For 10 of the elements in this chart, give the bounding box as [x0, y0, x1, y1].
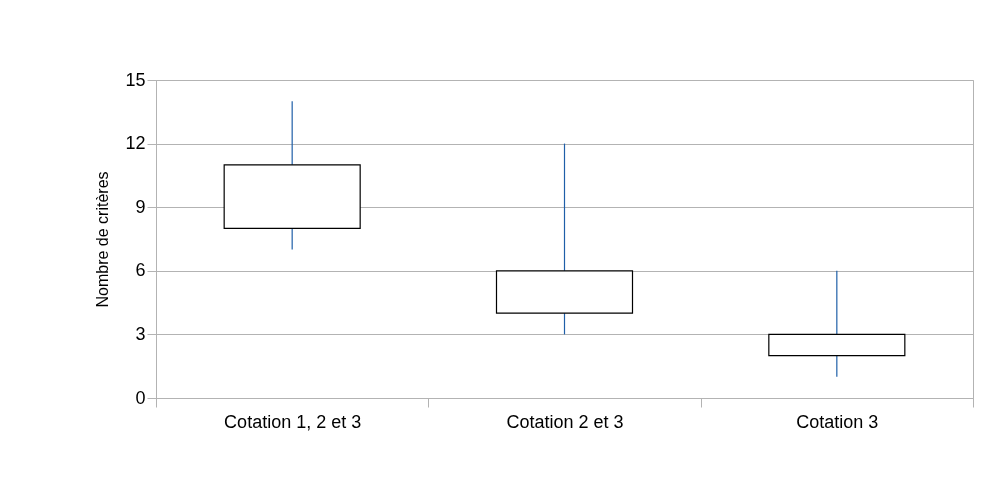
y-tick-label: 0 — [135, 387, 146, 408]
y-axis-title: Nombre de critères — [94, 171, 112, 308]
y-tick-label: 15 — [125, 69, 146, 90]
y-tick-label: 3 — [135, 323, 146, 344]
y-tick-label: 9 — [135, 196, 146, 217]
y-tick-label: 6 — [135, 260, 146, 281]
y-tick-label: 12 — [125, 133, 146, 154]
x-tick-label: Cotation 1, 2 et 3 — [224, 411, 362, 432]
x-tick-label: Cotation 2 et 3 — [506, 411, 624, 432]
x-tick-label: Cotation 3 — [796, 411, 879, 432]
